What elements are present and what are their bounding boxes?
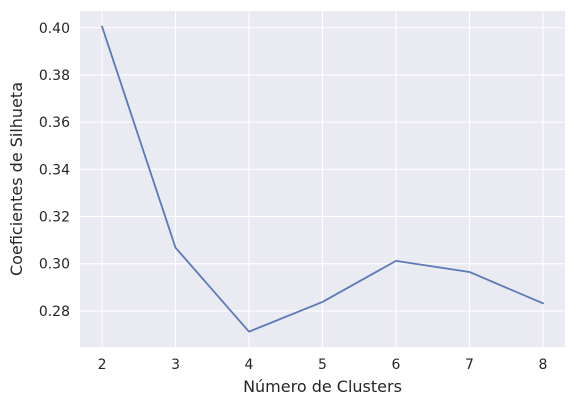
y-tick-label: 0.40 bbox=[39, 21, 70, 37]
grid-lines bbox=[80, 11, 565, 347]
x-axis-ticks: 2 3 4 5 6 7 8 bbox=[98, 357, 548, 373]
x-tick-label: 4 bbox=[245, 357, 254, 373]
x-tick-label: 3 bbox=[171, 357, 180, 373]
x-tick-label: 5 bbox=[318, 357, 327, 373]
y-tick-label: 0.32 bbox=[39, 210, 70, 226]
y-tick-label: 0.36 bbox=[39, 115, 70, 131]
x-tick-label: 8 bbox=[538, 357, 547, 373]
y-tick-label: 0.38 bbox=[39, 68, 70, 84]
y-tick-label: 0.34 bbox=[39, 162, 70, 178]
y-axis-label: Coeficientes de Silhueta bbox=[7, 82, 26, 276]
x-tick-label: 2 bbox=[98, 357, 107, 373]
series-layer bbox=[101, 25, 544, 333]
x-tick-label: 6 bbox=[392, 357, 401, 373]
y-tick-label: 0.30 bbox=[39, 257, 70, 273]
y-axis-ticks: 0.28 0.30 0.32 0.34 0.36 0.38 0.40 bbox=[39, 21, 70, 320]
x-axis-label: Número de Clusters bbox=[243, 377, 402, 396]
y-tick-label: 0.28 bbox=[39, 304, 70, 320]
x-tick-label: 7 bbox=[465, 357, 474, 373]
